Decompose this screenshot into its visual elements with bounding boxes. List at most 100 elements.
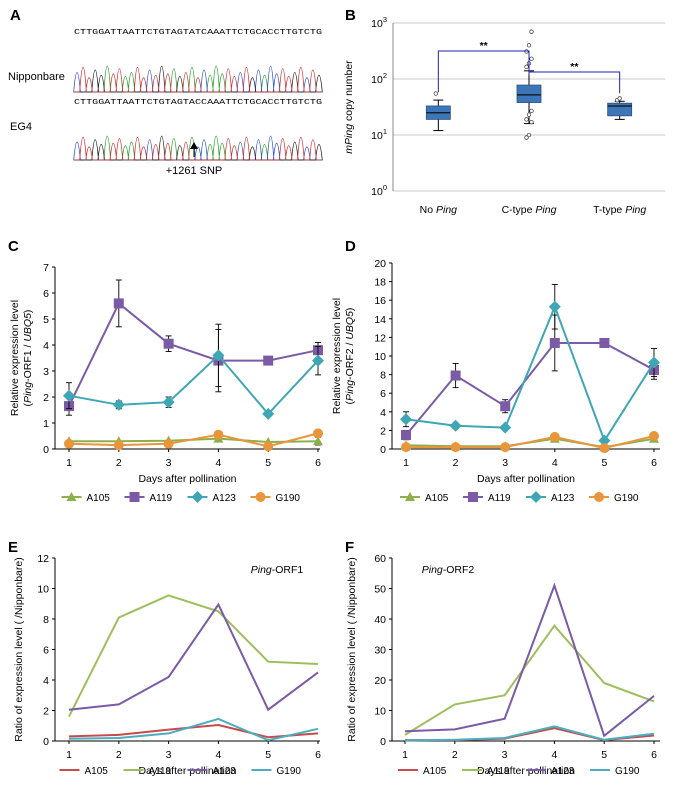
y-axis-label: Ratio of expression level ( /Nipponbare) bbox=[346, 557, 358, 741]
series-a123 bbox=[68, 602, 319, 712]
snp-label: +1261 SNP bbox=[166, 165, 223, 177]
y-tick-label: 102 bbox=[371, 71, 387, 86]
y-tick-label: 2 bbox=[380, 425, 386, 437]
x-tick-label: 6 bbox=[315, 749, 321, 761]
y-tick-label: 16 bbox=[374, 295, 386, 307]
circle-marker bbox=[313, 428, 323, 439]
y-tick-label: 4 bbox=[380, 407, 386, 419]
circle-marker bbox=[255, 492, 266, 502]
x-category-label: No Ping bbox=[420, 204, 458, 216]
series-line bbox=[68, 432, 319, 448]
square-marker bbox=[113, 298, 124, 309]
square-marker bbox=[129, 492, 140, 502]
circle-marker bbox=[450, 442, 461, 453]
y-tick-label: 20 bbox=[374, 675, 386, 687]
legend-label: G190 bbox=[277, 766, 302, 777]
sequence-nipponbare: CTTGGATTAATTCTGTAGTATCAAATTCTGCACCTTGTCT… bbox=[74, 29, 323, 37]
significance-bracket bbox=[437, 50, 530, 93]
sequence-eg4: CTTGGATTAATTCTGTAGTACCAAATTCTGCACCTTGTCT… bbox=[74, 99, 323, 107]
significance-label: ** bbox=[480, 40, 489, 52]
legend-label: A123 bbox=[551, 766, 575, 777]
x-tick-label: 3 bbox=[502, 749, 508, 761]
circle-marker bbox=[263, 441, 274, 452]
circle-marker bbox=[500, 442, 511, 453]
y-axis-label: Ratio of expression level ( /Nipponbare) bbox=[13, 557, 25, 741]
y-tick-label: 30 bbox=[374, 645, 386, 657]
panel-label-e: E bbox=[8, 539, 18, 556]
y-tick-label: 101 bbox=[371, 127, 387, 142]
legend-label: A105 bbox=[423, 766, 447, 777]
legend-label: A105 bbox=[87, 493, 111, 504]
x-tick-label: 4 bbox=[551, 749, 557, 761]
diamond-marker bbox=[212, 349, 225, 362]
circle-marker bbox=[113, 440, 124, 451]
series-g190 bbox=[68, 717, 319, 742]
outlier-point bbox=[526, 43, 532, 48]
outlier-point bbox=[524, 135, 529, 140]
outlier-point bbox=[524, 117, 529, 122]
outlier-point bbox=[529, 56, 534, 61]
y-tick-label: 0 bbox=[380, 444, 386, 456]
y-tick-label: 8 bbox=[380, 370, 386, 382]
x-tick-label: 5 bbox=[601, 749, 607, 761]
triangle-marker bbox=[405, 492, 415, 501]
y-tick-label: 6 bbox=[43, 288, 49, 300]
series-a123 bbox=[63, 323, 324, 420]
diamond-marker bbox=[530, 491, 542, 503]
diamond-marker bbox=[262, 407, 275, 420]
y-tick-label: 60 bbox=[374, 553, 386, 565]
x-tick-label: 5 bbox=[601, 457, 607, 469]
x-category-label: C-type Ping bbox=[502, 204, 557, 216]
y-tick-label: 1 bbox=[43, 418, 49, 430]
diamond-marker bbox=[400, 413, 412, 426]
y-tick-label: 50 bbox=[374, 584, 386, 596]
outlier-point bbox=[529, 108, 534, 113]
chromatogram-nipponbare bbox=[73, 65, 323, 93]
legend-label: A105 bbox=[85, 766, 109, 777]
circle-marker bbox=[549, 431, 560, 442]
chart-annotation: Ping-ORF2 bbox=[422, 564, 475, 576]
circle-marker bbox=[401, 442, 411, 453]
x-tick-label: 6 bbox=[651, 749, 657, 761]
legend-label: G190 bbox=[276, 493, 301, 504]
y-tick-label: 6 bbox=[43, 645, 49, 657]
triangle-marker bbox=[313, 436, 323, 446]
series-a119 bbox=[68, 594, 319, 718]
circle-marker bbox=[163, 438, 174, 449]
series-a119 bbox=[404, 624, 655, 736]
square-marker bbox=[401, 430, 411, 441]
series-a123 bbox=[404, 582, 655, 738]
diamond-marker bbox=[499, 421, 512, 434]
x-tick-label: 5 bbox=[265, 457, 271, 469]
series-g190 bbox=[64, 428, 323, 452]
triangle-marker bbox=[66, 492, 77, 501]
legend-label: A105 bbox=[425, 493, 449, 504]
series-line bbox=[404, 725, 655, 742]
panel-b: B 100 101 102 103 mPing copy number No Ping C-t… bbox=[343, 7, 665, 216]
y-tick-label: 10 bbox=[37, 584, 49, 596]
series-line bbox=[404, 624, 655, 736]
y-tick-label: 0 bbox=[43, 444, 49, 456]
x-tick-label: 1 bbox=[66, 749, 72, 761]
y-tick-label: 0 bbox=[380, 736, 386, 748]
snp-arrow-icon bbox=[190, 142, 198, 149]
x-tick-label: 2 bbox=[453, 457, 459, 469]
x-axis-label: Days after pollination bbox=[138, 473, 236, 485]
legend-label: A119 bbox=[150, 493, 173, 504]
x-tick-label: 6 bbox=[651, 457, 657, 469]
x-tick-label: 2 bbox=[452, 749, 458, 761]
diamond-marker bbox=[598, 434, 611, 447]
legend-label: G190 bbox=[615, 766, 640, 777]
panel-label-b: B bbox=[345, 7, 356, 24]
diamond-marker bbox=[162, 396, 175, 409]
x-tick-label: 3 bbox=[502, 457, 508, 469]
circle-marker bbox=[594, 492, 604, 502]
series-g190 bbox=[401, 430, 659, 454]
y-tick-label: 2 bbox=[43, 392, 49, 404]
x-category-label: T-type Ping bbox=[593, 204, 646, 216]
diamond-marker bbox=[548, 300, 561, 313]
outlier-point bbox=[433, 91, 438, 96]
series-line bbox=[404, 582, 655, 738]
y-tick-label: 4 bbox=[43, 340, 49, 352]
